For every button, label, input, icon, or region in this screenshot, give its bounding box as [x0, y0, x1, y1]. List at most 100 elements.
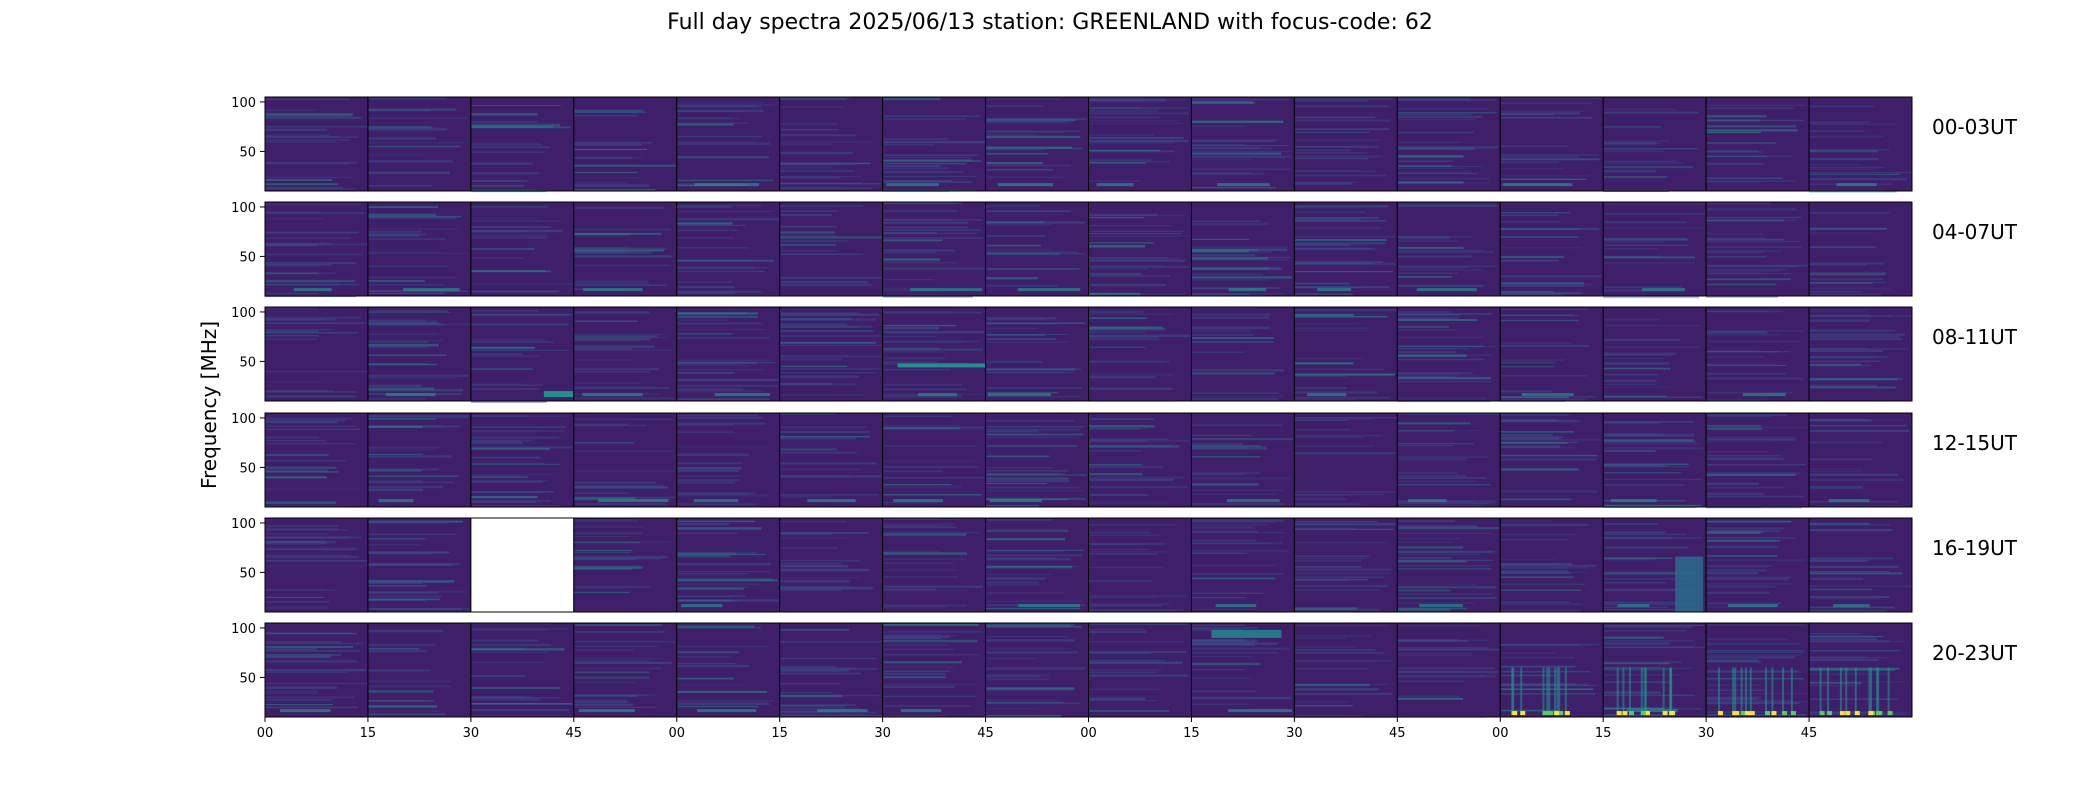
y-tick-label: 50: [239, 671, 256, 686]
panel-background: [1294, 518, 1398, 612]
spectral-line: [676, 229, 740, 232]
spectral-line: [1809, 281, 1887, 284]
spectral-line: [1397, 474, 1467, 477]
spectral-line: [1500, 441, 1579, 444]
spectral-line: [1397, 350, 1457, 354]
spectral-line: [367, 650, 428, 653]
spectral-line: [573, 111, 647, 114]
spectrum-panel: [264, 96, 369, 192]
spectral-line: [985, 146, 1073, 149]
spectral-line: [367, 563, 453, 567]
spectral-line: [573, 484, 664, 488]
spectral-line: [573, 492, 629, 494]
spectral-line: [1706, 115, 1767, 118]
spectral-line: [1088, 697, 1146, 701]
spectral-line: [779, 383, 857, 386]
spectral-line: [1088, 245, 1145, 248]
spectral-line: [779, 537, 848, 539]
spectral-line: [470, 290, 560, 293]
empty-panel: [470, 517, 575, 613]
spectral-line: [1706, 264, 1808, 267]
panel-background: [1191, 307, 1295, 401]
burst-mark: [1662, 711, 1668, 716]
spectral-line: [1191, 101, 1254, 104]
spectral-line: [1500, 431, 1574, 433]
burst-mark: [1839, 711, 1845, 716]
spectral-line: [779, 243, 836, 247]
spectral-line: [1500, 158, 1601, 160]
spectral-line: [882, 666, 955, 668]
spectral-line: [1294, 218, 1361, 221]
spectral-line: [1500, 570, 1569, 573]
spectral-line: [367, 643, 436, 646]
burst-mark: [1877, 667, 1880, 713]
spectral-line: [1191, 155, 1285, 159]
spectral-line: [1191, 266, 1280, 269]
spectral-line: [1809, 315, 1893, 317]
spectral-line: [1603, 125, 1661, 128]
spectral-line: [1809, 227, 1888, 231]
spectral-line: [265, 642, 364, 645]
spectral-line: [985, 210, 1071, 212]
spectral-line: [573, 249, 665, 252]
spectrum-panel: [1088, 622, 1192, 718]
spectral-line: [676, 205, 732, 208]
spectral-line: [1397, 316, 1459, 320]
spectral-line: [265, 542, 326, 546]
spectral-line: [1500, 445, 1561, 448]
spectral-line: [265, 436, 320, 439]
spectral-line: [367, 171, 450, 174]
spectral-line: [676, 551, 757, 554]
burst-mark: [1868, 711, 1874, 716]
burst-mark: [1616, 667, 1619, 713]
spectral-line: [676, 259, 774, 262]
spectral-line: [1500, 154, 1600, 156]
spectral-line: [1397, 377, 1491, 380]
spectrum-panel: [573, 96, 678, 192]
spectral-line: [1191, 627, 1258, 629]
spectral-line: [1706, 700, 1809, 703]
spectral-line: [1088, 548, 1149, 550]
spectral-line: [470, 146, 550, 149]
spectral-line: [1706, 495, 1805, 498]
spectral-line: [882, 368, 951, 371]
spectral-line: [1706, 520, 1792, 523]
spectral-line: [470, 695, 534, 699]
spectral-line: [470, 500, 551, 502]
spectral-line: [1397, 593, 1493, 595]
spectral-line: [985, 360, 1043, 363]
spectral-line: [1706, 330, 1806, 332]
spectral-line: [1294, 286, 1390, 289]
spectral-line: [1603, 142, 1662, 145]
spectral-line: [1500, 563, 1561, 565]
spectral-line: [985, 701, 1064, 704]
y-tick-label: 50: [239, 461, 256, 476]
spectral-line: [1294, 145, 1380, 148]
spectral-line: [1191, 493, 1278, 495]
spectral-line: [985, 267, 1080, 270]
panel-background: [1191, 518, 1295, 612]
spectral-line: [367, 363, 428, 365]
spectral-line: [367, 216, 457, 219]
spectral-line: [779, 533, 833, 535]
spectrum-panel: [1396, 517, 1501, 613]
panel-background: [882, 307, 986, 401]
spectral-line: [573, 251, 635, 254]
spectral-line: [1809, 290, 1862, 293]
spectral-line: [1191, 577, 1276, 580]
spectral-line: [1088, 674, 1188, 677]
spectral-line: [265, 370, 367, 373]
spectral-line: [265, 428, 361, 431]
spectral-line: [265, 186, 344, 190]
panel-background: [1088, 202, 1192, 296]
spectral-line: [1088, 107, 1188, 109]
spectral-line: [1603, 546, 1689, 549]
spectral-line: [882, 221, 968, 224]
spectral-line: [1294, 637, 1347, 639]
spectrum-panel: [367, 201, 472, 297]
spectral-line: [1706, 457, 1785, 460]
spectrum-panel: [264, 306, 369, 402]
spectral-line: [583, 288, 643, 292]
spectral-line: [985, 623, 1074, 626]
